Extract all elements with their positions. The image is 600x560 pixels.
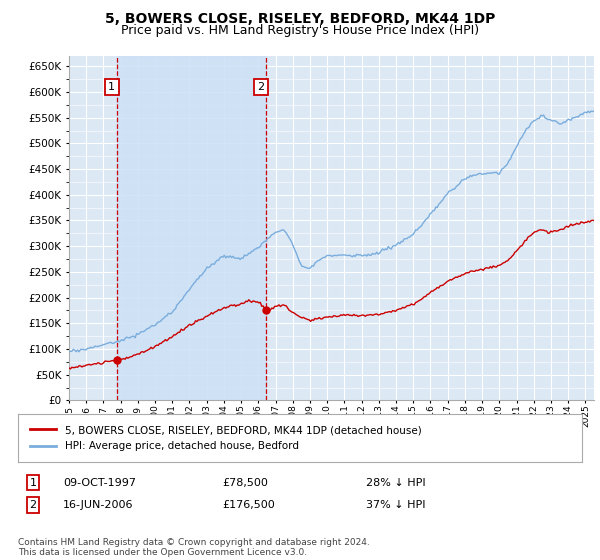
Legend: 5, BOWERS CLOSE, RISELEY, BEDFORD, MK44 1DP (detached house), HPI: Average price: 5, BOWERS CLOSE, RISELEY, BEDFORD, MK44 … <box>26 421 425 455</box>
Text: Price paid vs. HM Land Registry's House Price Index (HPI): Price paid vs. HM Land Registry's House … <box>121 24 479 36</box>
Text: 37% ↓ HPI: 37% ↓ HPI <box>366 500 425 510</box>
Bar <box>117 56 266 400</box>
Text: 1: 1 <box>108 82 115 92</box>
Text: 2: 2 <box>29 500 37 510</box>
Text: 16-JUN-2006: 16-JUN-2006 <box>63 500 133 510</box>
Text: £176,500: £176,500 <box>222 500 275 510</box>
Text: 28% ↓ HPI: 28% ↓ HPI <box>366 478 425 488</box>
Text: 09-OCT-1997: 09-OCT-1997 <box>63 478 136 488</box>
Text: Contains HM Land Registry data © Crown copyright and database right 2024.
This d: Contains HM Land Registry data © Crown c… <box>18 538 370 557</box>
Text: 2: 2 <box>257 82 265 92</box>
Text: 5, BOWERS CLOSE, RISELEY, BEDFORD, MK44 1DP: 5, BOWERS CLOSE, RISELEY, BEDFORD, MK44 … <box>105 12 495 26</box>
Text: £78,500: £78,500 <box>222 478 268 488</box>
Text: 1: 1 <box>29 478 37 488</box>
